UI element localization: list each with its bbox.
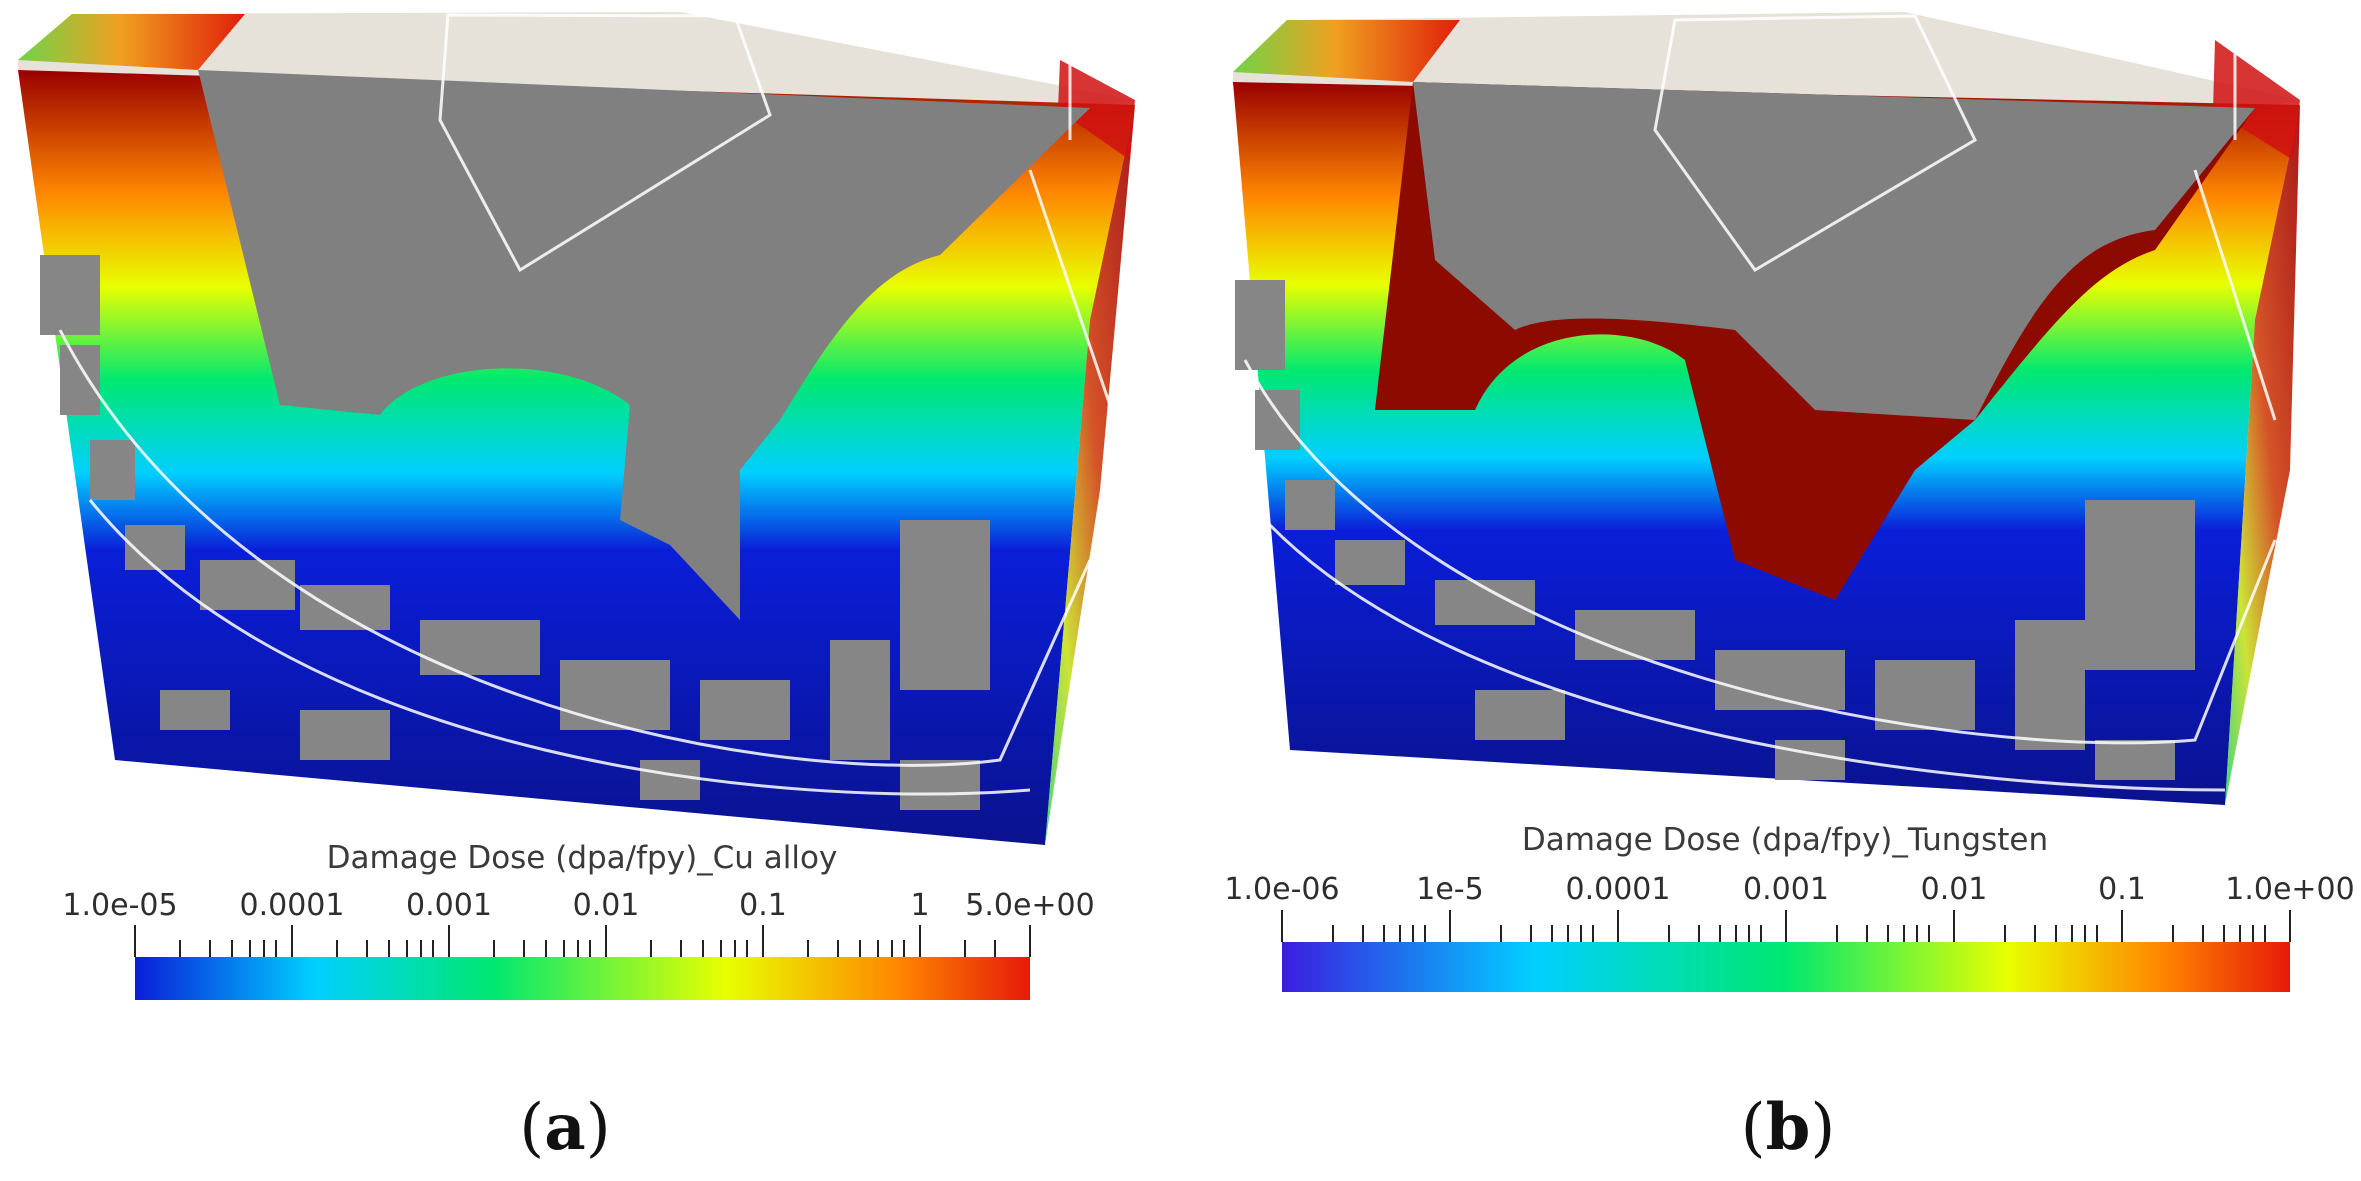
colorbar-tungsten bbox=[1282, 942, 2290, 992]
tick-label: 0.01 bbox=[1920, 872, 1988, 907]
subfigure-label-b: (b) bbox=[1740, 1090, 1836, 1165]
damage-dose-render-tungsten bbox=[1233, 12, 2300, 992]
tick-label: 1.0e+00 bbox=[2225, 872, 2355, 907]
tick-label: 1.0e-06 bbox=[1224, 872, 1340, 907]
colorbar-title: Damage Dose (dpa/fpy)_Tungsten bbox=[1521, 822, 2049, 858]
colorbar-ticks-tungsten bbox=[1281, 910, 2291, 942]
grey-patches bbox=[40, 255, 990, 810]
colorbar-title: Damage Dose (dpa/fpy)_Cu alloy bbox=[326, 840, 838, 876]
panel-b: Damage Dose (dpa/fpy)_Tungsten 1.0e-06 1… bbox=[1215, 0, 2361, 1181]
tick-label: 5.0e+00 bbox=[965, 888, 1095, 923]
colorbar-cu-alloy bbox=[135, 957, 1030, 1000]
tick-label: 0.0001 bbox=[1565, 872, 1671, 907]
tick-label: 0.001 bbox=[406, 888, 492, 923]
tick-label: 0.1 bbox=[739, 888, 787, 923]
panel-a: Damage Dose (dpa/fpy)_Cu alloy 1.0e-05 0… bbox=[0, 0, 1180, 1181]
tick-label: 1e-5 bbox=[1416, 872, 1484, 907]
tick-label: 0.01 bbox=[572, 888, 640, 923]
tick-label: 1.0e-05 bbox=[62, 888, 178, 923]
subfigure-label-a: (a) bbox=[519, 1090, 611, 1165]
tick-label: 0.1 bbox=[2098, 872, 2146, 907]
damage-dose-render-cu-alloy bbox=[18, 12, 1135, 1000]
tick-label: 0.001 bbox=[1743, 872, 1829, 907]
grey-patches bbox=[1235, 280, 2195, 780]
colorbar-ticks-cu-alloy bbox=[134, 925, 1031, 957]
tick-label: 1 bbox=[910, 888, 930, 923]
tick-label: 0.0001 bbox=[239, 888, 345, 923]
